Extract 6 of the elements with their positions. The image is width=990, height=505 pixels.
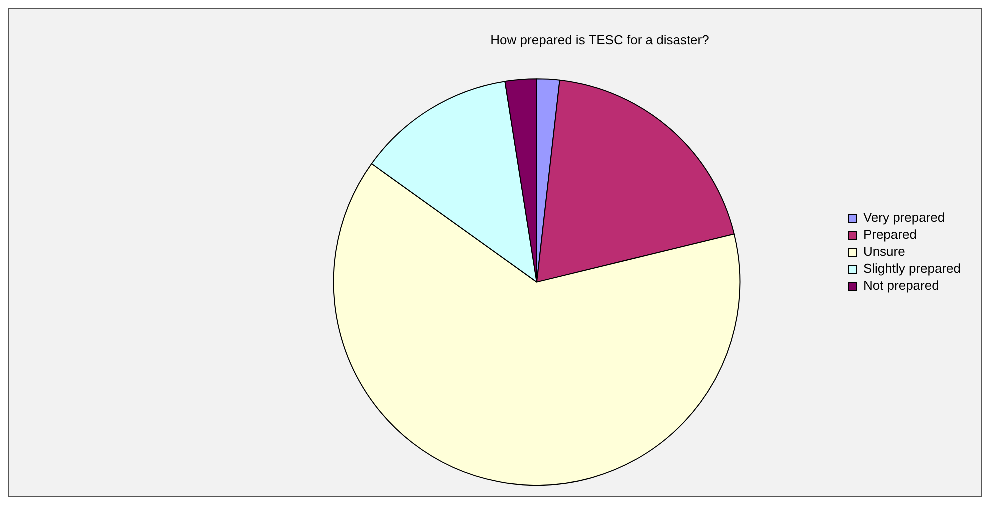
legend-label: Unsure <box>863 244 906 260</box>
legend-label: Slightly prepared <box>863 261 962 276</box>
legend-label: Very prepared <box>863 210 946 226</box>
legend-label: Prepared <box>863 227 917 242</box>
legend-label: Not prepared <box>863 278 940 294</box>
chart-title: How prepared is TESC for a disaster? <box>490 32 710 48</box>
